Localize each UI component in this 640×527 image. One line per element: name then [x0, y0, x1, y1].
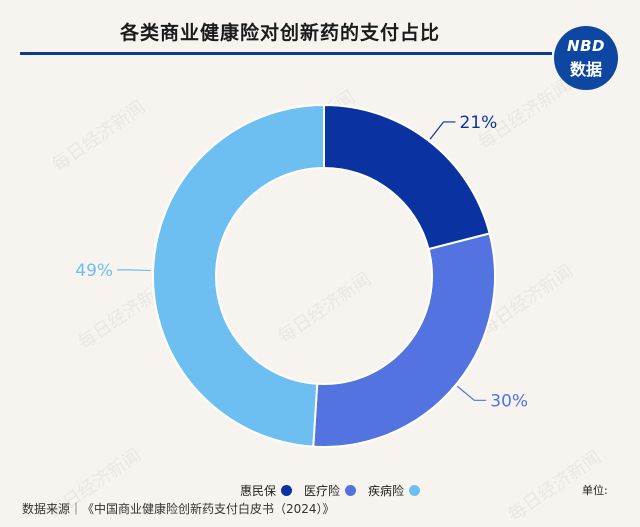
chart-title: 各类商业健康险对创新药的支付占比 — [119, 22, 440, 44]
chart-legend: 惠民保 医疗险 疾病险 — [240, 482, 432, 499]
legend-item-2: 医疗险 — [304, 482, 357, 499]
logo-text-data: 数据 — [569, 60, 602, 79]
leader-line-3 — [117, 269, 152, 272]
legend-item-1: 惠民保 — [240, 482, 293, 499]
legend-item-3: 疾病险 — [368, 482, 421, 499]
data-label-1: 21% — [460, 113, 498, 133]
unit-label: 单位: — [582, 484, 608, 497]
nbd-logo: NBD 数据 — [554, 26, 618, 90]
leader-line-2 — [456, 385, 487, 401]
data-label-3: 49% — [75, 261, 113, 281]
legend-swatch — [409, 485, 421, 496]
donut-slice-3 — [151, 103, 325, 448]
data-source: 数据来源｜《中国商业健康险创新药支付白皮书（2024）》 — [22, 502, 335, 516]
leader-line-1 — [429, 121, 456, 140]
logo-text-nbd: NBD — [567, 37, 605, 55]
legend-label: 惠民保 — [240, 484, 277, 498]
legend-swatch — [345, 485, 357, 496]
legend-swatch — [281, 485, 293, 496]
donut-chart: 21% 30% 49% — [75, 103, 528, 448]
legend-label: 疾病险 — [368, 484, 405, 498]
title-divider — [20, 52, 552, 55]
donut-slice-2 — [312, 232, 496, 448]
legend-label: 医疗险 — [304, 484, 341, 498]
data-label-2: 30% — [490, 391, 528, 411]
